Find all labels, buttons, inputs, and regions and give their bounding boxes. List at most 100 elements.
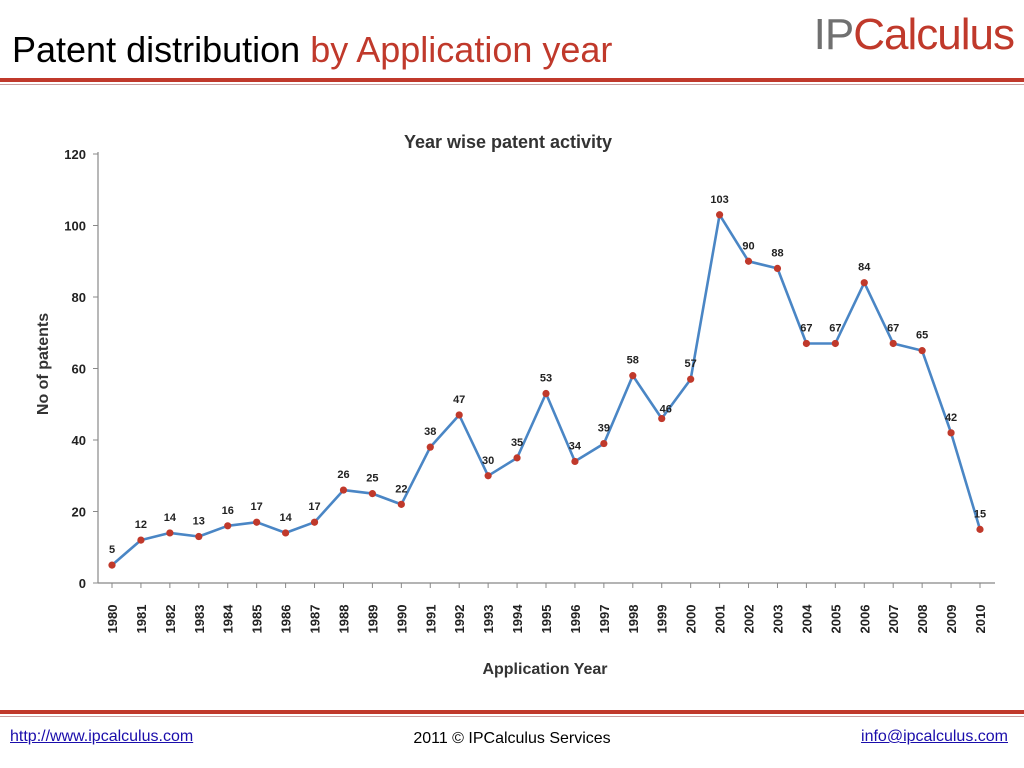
data-point <box>571 457 579 466</box>
data-point <box>224 522 232 530</box>
footer-divider-thin <box>0 716 1024 717</box>
x-tick-label: 2009 <box>944 605 959 634</box>
x-tick-label: 1993 <box>481 605 496 634</box>
data-label: 17 <box>308 501 320 513</box>
data-label: 12 <box>135 519 147 531</box>
data-label: 39 <box>598 423 610 435</box>
y-axis-label: No of patents <box>35 313 52 415</box>
data-label: 42 <box>945 412 957 424</box>
data-label: 25 <box>366 473 378 485</box>
logo-calculus-text: Calculus <box>853 10 1015 59</box>
y-tick-label: 80 <box>72 290 86 305</box>
line-chart: Year wise patent activity 0 20 40 60 80 100 120… <box>35 132 995 678</box>
x-tick-label: 1986 <box>279 605 294 634</box>
x-tick-label: 2010 <box>973 605 988 634</box>
x-axis-label: Application Year <box>482 661 607 678</box>
x-tick-label: 2007 <box>886 605 901 634</box>
data-point <box>860 279 868 287</box>
data-label: 30 <box>482 455 494 467</box>
x-tick-label: 2003 <box>770 605 785 634</box>
data-point <box>802 339 811 348</box>
data-label: 47 <box>453 394 465 406</box>
data-point <box>542 389 550 398</box>
x-tick-label: 1996 <box>568 605 583 634</box>
data-label: 15 <box>974 508 986 520</box>
x-tick-label: 1989 <box>365 605 380 634</box>
x-tick-label: 1985 <box>250 605 265 634</box>
data-label: 22 <box>395 483 407 495</box>
data-point <box>108 561 116 569</box>
data-label: 46 <box>660 404 672 416</box>
x-tick-label: 1990 <box>394 605 409 634</box>
data-point <box>658 414 666 423</box>
y-tick-label: 60 <box>72 362 86 377</box>
x-tick-label: 1981 <box>134 605 149 634</box>
logo-ip-text: IP <box>813 10 855 59</box>
data-point <box>744 257 753 265</box>
data-point <box>484 472 492 480</box>
data-point <box>947 429 955 437</box>
data-point <box>339 486 348 494</box>
website-link[interactable]: http://www.ipcalculus.com <box>10 728 194 745</box>
y-tick-label: 40 <box>72 433 86 448</box>
data-label: 14 <box>164 512 177 524</box>
data-point <box>397 500 405 508</box>
data-label: 65 <box>916 330 928 342</box>
x-tick-label: 1998 <box>626 605 641 634</box>
company-logo: IP Calculus <box>813 10 1015 70</box>
x-tick-label: 1997 <box>597 605 612 634</box>
x-tick-label: 2001 <box>713 605 728 634</box>
data-point <box>426 443 434 451</box>
x-tick-label: 1982 <box>163 605 178 634</box>
data-point <box>368 490 376 498</box>
x-tick-label: 1994 <box>510 604 525 634</box>
data-point <box>687 375 695 383</box>
x-tick-label: 2005 <box>828 605 843 634</box>
data-point <box>253 518 261 526</box>
y-tick-label: 20 <box>72 505 86 520</box>
data-point <box>889 339 897 348</box>
copyright-text: 2011 © IPCalculus Services <box>413 730 611 747</box>
data-point <box>831 339 839 348</box>
data-label: 88 <box>771 247 783 259</box>
data-label: 53 <box>540 373 552 385</box>
page-title-accent: by Application year <box>310 29 613 70</box>
data-point <box>513 454 521 462</box>
data-point <box>195 532 203 541</box>
email-link[interactable]: info@ipcalculus.com <box>861 728 1008 745</box>
x-tick-label: 1992 <box>452 605 467 634</box>
data-label: 67 <box>800 322 812 334</box>
data-point <box>600 439 608 448</box>
x-tick-label: 1999 <box>655 605 670 634</box>
x-tick-label: 2002 <box>742 605 757 634</box>
x-tick-label: 2008 <box>915 605 930 634</box>
data-point <box>918 347 926 355</box>
data-point <box>137 536 145 544</box>
x-tick-label: 1995 <box>539 605 554 634</box>
data-label: 26 <box>337 469 349 481</box>
data-label: 84 <box>858 262 871 274</box>
data-point <box>282 529 290 537</box>
header-divider-thin <box>0 84 1024 85</box>
data-point <box>310 518 319 526</box>
data-label: 14 <box>279 512 292 524</box>
data-point <box>976 525 984 533</box>
page-title: Patent distribution by Application year <box>12 28 612 72</box>
data-label: 16 <box>222 505 234 517</box>
x-tick-label: 2004 <box>799 604 814 634</box>
data-label: 5 <box>109 544 115 556</box>
x-tick-label: 1987 <box>308 605 323 634</box>
header-divider <box>0 78 1024 82</box>
y-tick-label: 0 <box>79 576 86 591</box>
x-tick-label: 2000 <box>684 605 699 634</box>
x-tick-label: 1980 <box>105 605 120 634</box>
data-label: 103 <box>710 194 728 206</box>
data-label: 38 <box>424 426 436 438</box>
data-point <box>716 211 724 219</box>
data-point <box>455 411 463 419</box>
data-label: 57 <box>685 358 697 370</box>
data-label: 34 <box>569 440 582 452</box>
data-point <box>166 529 174 537</box>
data-label: 17 <box>251 501 263 513</box>
data-point <box>629 372 637 380</box>
